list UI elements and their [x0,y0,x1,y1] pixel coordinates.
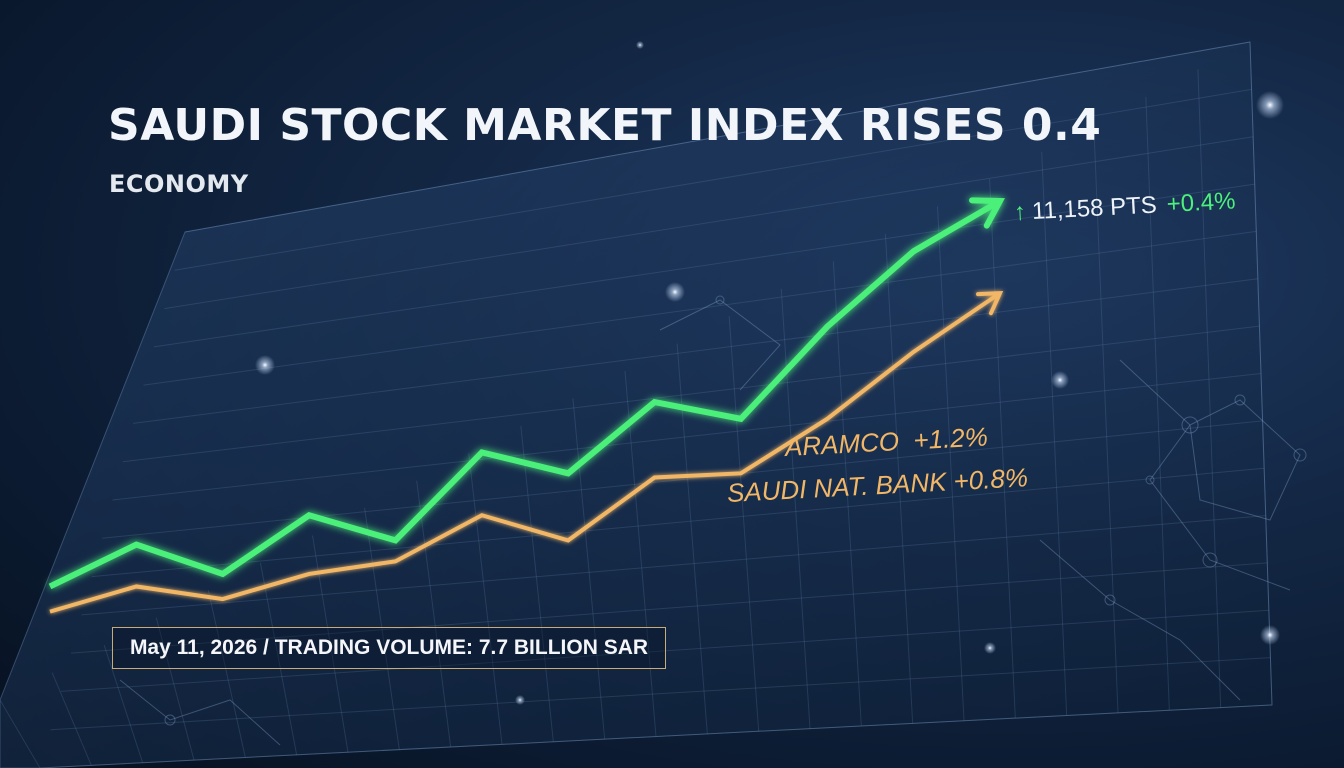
chart-grid [0,41,1273,768]
data-point [307,572,311,576]
headline: SAUDI STOCK MARKET INDEX RISES 0.4 [108,100,1102,151]
stock-arrowhead [976,290,1004,316]
stock-name: ARAMCO [784,426,900,462]
data-point [480,513,484,517]
data-point [134,543,138,547]
data-point [739,417,743,421]
data-point [393,538,397,542]
stock-series-line [49,291,1002,614]
data-point [48,584,52,588]
category-label: ECONOMY [109,170,249,198]
stock-change: +1.2% [912,421,989,456]
data-point [825,325,829,329]
index-series-line-group [48,197,1005,590]
data-point [739,471,743,475]
index-change: +0.4% [1166,187,1237,218]
data-point [912,350,916,354]
stock-change: +0.8% [952,462,1029,497]
data-point [393,559,397,563]
data-point [653,476,657,480]
data-point [566,538,570,542]
data-point [653,400,657,404]
index-arrowhead [969,197,1005,229]
data-point [221,572,225,576]
chart-panel [0,41,1273,768]
data-point [221,597,225,601]
footer-info: May 11, 2026 / TRADING VOLUME: 7.7 BILLI… [112,627,666,669]
data-point [912,249,916,253]
index-value: 11,158 PTS [1031,191,1158,226]
arrow-up-icon: ↑ [1013,198,1027,226]
light-glow-decoration [255,41,1284,705]
data-point [998,291,1002,295]
data-point [825,417,829,421]
data-point [480,450,484,454]
data-point [566,471,570,475]
data-point [134,584,138,588]
index-series-line [48,198,1002,590]
network-decoration [119,295,1307,746]
data-point [998,199,1002,203]
data-point [307,513,311,517]
data-point [48,610,52,614]
stock-series-line-group [48,290,1004,614]
